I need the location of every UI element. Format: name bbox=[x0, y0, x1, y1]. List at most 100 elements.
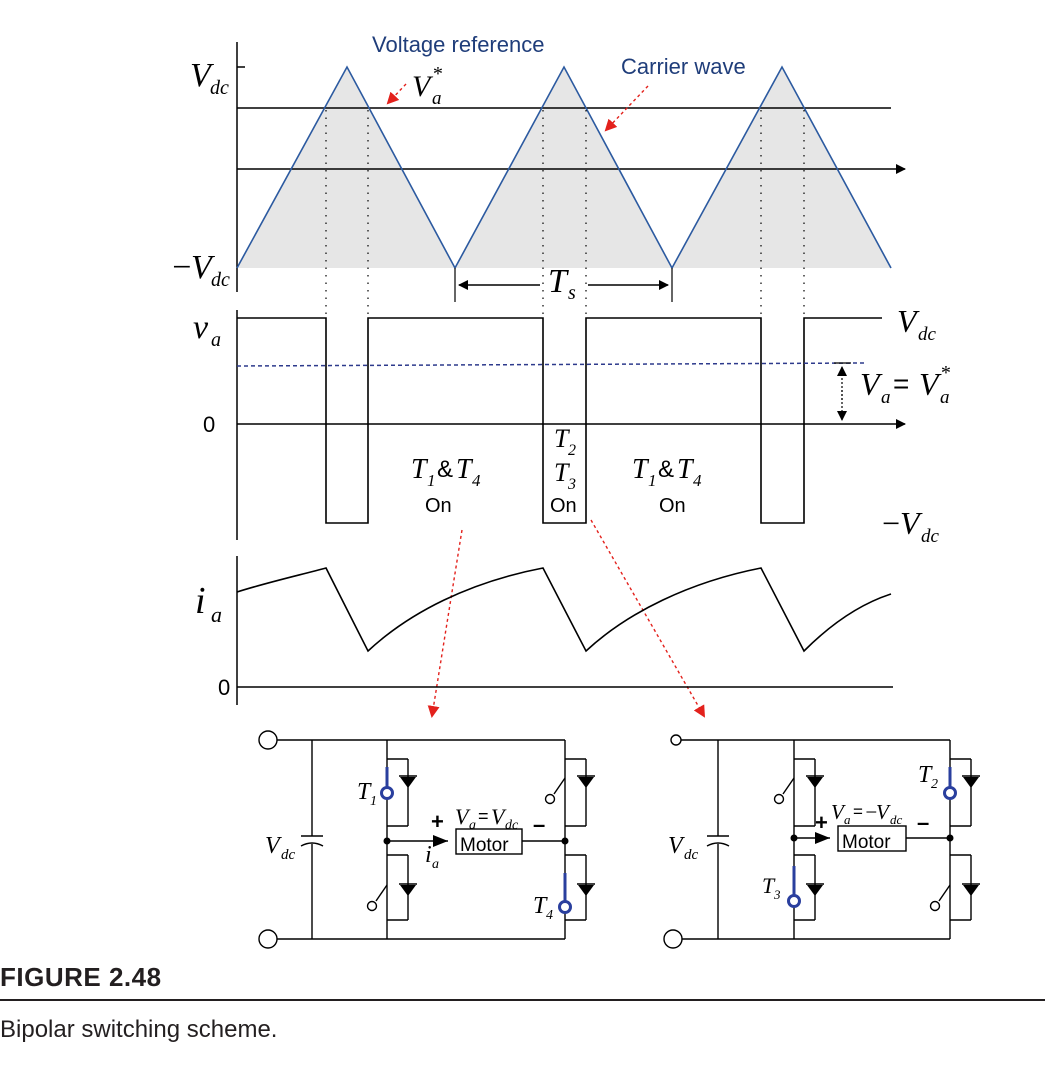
svg-text:a: a bbox=[432, 857, 439, 872]
svg-text:dc: dc bbox=[921, 526, 940, 547]
svg-text:−: − bbox=[864, 800, 878, 824]
svg-text:i: i bbox=[425, 842, 432, 868]
switching-guides bbox=[325, 110, 805, 318]
carrier-wave bbox=[236, 65, 892, 270]
svg-text:T: T bbox=[554, 458, 570, 487]
t1-label: T 1 bbox=[357, 779, 377, 809]
t2-label: T 2 bbox=[918, 762, 938, 792]
svg-text:a: a bbox=[211, 329, 221, 351]
svg-text:T: T bbox=[918, 762, 933, 788]
svg-text:*: * bbox=[940, 362, 950, 384]
svg-text:dc: dc bbox=[211, 269, 230, 291]
t1-t4-on-label-left: T 1 & T 4 On bbox=[411, 454, 481, 517]
motor-label-2: Motor bbox=[842, 832, 891, 853]
circuit-t2-t3-fill: Motor + – V dc T 2 T 3 V a = − V dc bbox=[668, 762, 980, 912]
svg-text:On: On bbox=[425, 495, 452, 517]
svg-text:T: T bbox=[456, 454, 474, 485]
va-eq-minus-vdc-label: V a = − V dc bbox=[831, 800, 903, 827]
svg-text:−: − bbox=[880, 505, 902, 541]
svg-text:dc: dc bbox=[918, 324, 937, 345]
svg-text:V: V bbox=[897, 303, 920, 339]
svg-text:a: a bbox=[940, 387, 950, 408]
svg-text:−: − bbox=[170, 249, 193, 286]
vdc-label-circuit-2: V dc bbox=[668, 833, 699, 863]
svg-text:=: = bbox=[853, 802, 863, 821]
svg-text:T: T bbox=[548, 263, 569, 300]
t3-label: T 3 bbox=[762, 873, 781, 902]
circuit-t1-t4 bbox=[258, 730, 587, 949]
svg-text:V: V bbox=[455, 804, 471, 829]
svg-text:T: T bbox=[533, 893, 548, 919]
svg-text:T: T bbox=[554, 424, 570, 453]
va-star-label: V a * bbox=[412, 63, 442, 109]
figure-number: FIGURE 2.48 bbox=[0, 962, 162, 992]
svg-text:V: V bbox=[491, 804, 507, 829]
svg-text:On: On bbox=[550, 495, 577, 517]
svg-text:2: 2 bbox=[568, 442, 576, 459]
svg-text:1: 1 bbox=[370, 794, 377, 809]
ia-waveform bbox=[236, 567, 892, 653]
svg-text:3: 3 bbox=[567, 476, 576, 493]
caption-divider bbox=[0, 999, 1045, 1001]
va-axis-label: v a bbox=[193, 309, 221, 351]
svg-text:–: – bbox=[917, 810, 929, 835]
svg-text:dc: dc bbox=[684, 847, 699, 863]
minus-vdc-right-label: − V dc bbox=[880, 505, 940, 547]
svg-text:a: a bbox=[844, 812, 851, 827]
svg-text:4: 4 bbox=[472, 471, 481, 490]
svg-text:&: & bbox=[658, 456, 674, 483]
svg-text:1: 1 bbox=[648, 471, 657, 490]
svg-text:dc: dc bbox=[890, 812, 903, 827]
va-eq-vdc-label: V a = V dc bbox=[455, 804, 519, 833]
svg-text:a: a bbox=[432, 88, 442, 109]
svg-text:T: T bbox=[632, 454, 650, 485]
svg-text:dc: dc bbox=[281, 847, 296, 863]
va-panel: v a 0 V dc − V dc V a = V a * T 1 & T 4 … bbox=[193, 303, 950, 718]
svg-text:1: 1 bbox=[427, 471, 436, 490]
svg-text:V: V bbox=[668, 833, 685, 859]
t1-t4-on-label-right: T 1 & T 4 On bbox=[632, 454, 702, 517]
voltage-reference-label: Voltage reference bbox=[372, 32, 544, 57]
figure-caption: Bipolar switching scheme. bbox=[0, 1016, 278, 1043]
svg-text:dc: dc bbox=[505, 818, 519, 833]
svg-text:V: V bbox=[412, 70, 434, 103]
ia-axis-label: i a bbox=[195, 580, 222, 627]
svg-text:4: 4 bbox=[546, 908, 553, 923]
svg-text:T: T bbox=[411, 454, 429, 485]
svg-text:a: a bbox=[469, 818, 476, 833]
va-equals-va-star-label: V a = V a * bbox=[860, 362, 950, 408]
svg-text:+: + bbox=[431, 809, 444, 834]
svg-text:v: v bbox=[193, 309, 209, 346]
svg-text:T: T bbox=[357, 779, 372, 805]
vdc-right-label: V dc bbox=[897, 303, 937, 345]
va-waveform bbox=[237, 317, 882, 524]
svg-text:s: s bbox=[568, 282, 576, 304]
svg-text:dc: dc bbox=[210, 77, 229, 99]
svg-text:V: V bbox=[900, 505, 923, 541]
vdc-label-circuit-1: V dc bbox=[265, 833, 296, 863]
bipolar-switching-figure: Voltage reference Carrier wave V dc − V … bbox=[170, 32, 980, 949]
svg-text:=: = bbox=[478, 806, 489, 826]
svg-text:+: + bbox=[815, 810, 828, 835]
svg-text:*: * bbox=[432, 63, 442, 85]
svg-text:–: – bbox=[533, 812, 545, 837]
svg-text:&: & bbox=[437, 456, 453, 483]
svg-text:4: 4 bbox=[693, 471, 702, 490]
ia-label-circuit: i a bbox=[425, 842, 439, 872]
circuit-t1-t4-fill: Motor + – V dc T 1 T 4 i a V a = V dc bbox=[265, 767, 595, 923]
ia-panel: i a 0 bbox=[195, 556, 893, 705]
va-average-line bbox=[236, 362, 867, 367]
svg-text:a: a bbox=[881, 387, 891, 408]
carrier-wave-label: Carrier wave bbox=[621, 54, 746, 79]
vdc-bottom-label: − V dc bbox=[170, 249, 230, 291]
svg-text:V: V bbox=[860, 366, 883, 402]
svg-text:3: 3 bbox=[773, 887, 781, 902]
ia-zero-label: 0 bbox=[218, 675, 230, 700]
svg-text:V: V bbox=[265, 833, 282, 859]
svg-text:On: On bbox=[659, 495, 686, 517]
ts-label: T s bbox=[548, 263, 576, 304]
motor-label-1: Motor bbox=[460, 835, 509, 856]
va-zero-label: 0 bbox=[203, 412, 215, 437]
svg-text:V: V bbox=[876, 800, 891, 824]
t4-label: T 4 bbox=[533, 893, 553, 923]
